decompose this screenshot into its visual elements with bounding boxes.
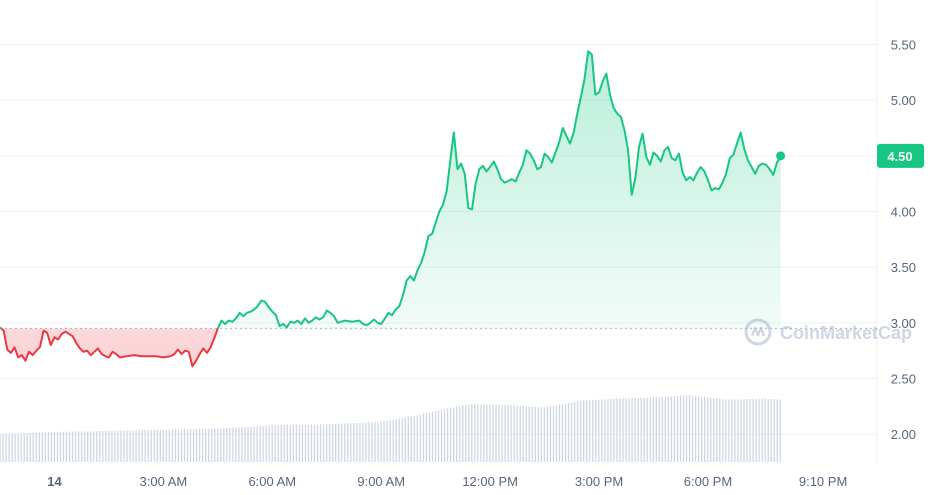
y-tick-label: 3.00 bbox=[891, 316, 916, 331]
x-tick-label: 3:00 AM bbox=[140, 474, 188, 489]
price-area-up bbox=[0, 51, 781, 329]
x-tick-label: 3:00 PM bbox=[575, 474, 623, 489]
price-line-down bbox=[0, 328, 219, 368]
x-tick-label: 12:00 PM bbox=[462, 474, 518, 489]
y-tick-label: 3.50 bbox=[891, 260, 916, 275]
x-tick-label: 9:10 PM bbox=[799, 474, 847, 489]
y-tick-label: 2.50 bbox=[891, 372, 916, 387]
price-line-up bbox=[0, 50, 782, 329]
watermark-text: CoinMarketCap bbox=[780, 323, 912, 343]
x-tick-label: 9:00 AM bbox=[357, 474, 405, 489]
volume-bars bbox=[0, 395, 781, 462]
current-price-badge-bg bbox=[877, 143, 924, 168]
x-tick-label: 6:00 AM bbox=[248, 474, 296, 489]
x-tick-label: 6:00 PM bbox=[684, 474, 732, 489]
current-price-marker bbox=[776, 151, 786, 161]
y-tick-label: 4.00 bbox=[891, 205, 916, 220]
current-price-badge: 4.50 bbox=[877, 143, 924, 168]
y-tick-label: 5.50 bbox=[891, 38, 916, 53]
price-series bbox=[0, 50, 782, 368]
current-price-label: 4.50 bbox=[887, 149, 912, 164]
y-tick-label: 5.00 bbox=[891, 93, 916, 108]
y-axis: 2.002.503.003.504.004.505.005.50 bbox=[891, 38, 916, 443]
price-area bbox=[0, 51, 781, 367]
x-axis: 14 3:00 AM 6:00 AM 9:00 AM 12:00 PM 3:00 PM 6:… bbox=[47, 474, 847, 489]
y-tick-label: 2.00 bbox=[891, 427, 916, 442]
x-tick-label: 14 bbox=[47, 474, 62, 489]
